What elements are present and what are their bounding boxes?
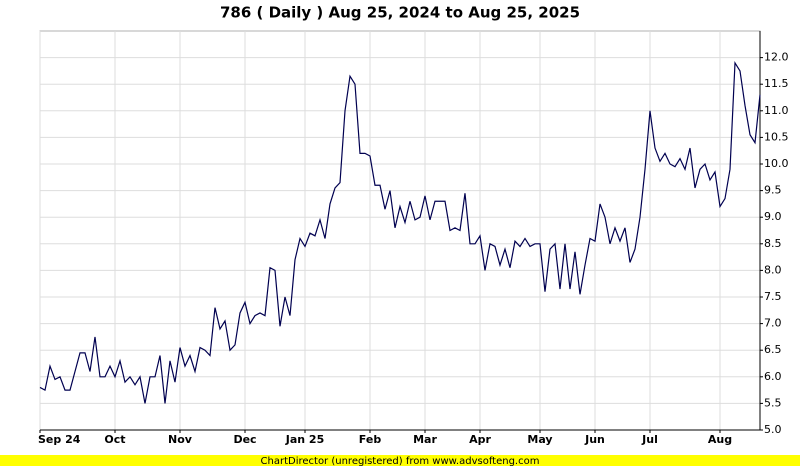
y-tick-label: 8.0 [764,263,782,276]
x-tick-label: May [527,433,552,446]
y-tick-label: 5.0 [764,423,782,436]
footer-bar [0,455,800,466]
x-tick-label: Nov [168,433,193,446]
y-tick-label: 8.5 [764,237,782,250]
y-tick-label: 11.0 [764,104,789,117]
y-tick-label: 7.0 [764,317,782,330]
y-tick-label: 6.5 [764,343,782,356]
x-tick-label: Aug [708,433,732,446]
x-tick-label: Jul [641,433,658,446]
chart-title: 786 ( Daily ) Aug 25, 2024 to Aug 25, 20… [220,4,580,22]
y-tick-label: 12.0 [764,51,789,64]
y-tick-label: 5.5 [764,396,782,409]
x-tick-label: Jun [584,433,605,446]
x-tick-label: Jan 25 [285,433,324,446]
y-tick-label: 11.5 [764,77,789,90]
y-tick-label: 7.5 [764,290,782,303]
y-tick-label: 9.0 [764,210,782,223]
x-tick-label: Apr [469,433,491,446]
x-tick-label: Mar [413,433,437,446]
plot-area [39,30,761,431]
y-tick-label: 6.0 [764,370,782,383]
x-tick-label: Feb [359,433,382,446]
x-tick-label: Sep 24 [38,433,81,446]
footer: ChartDirector (unregistered) from www.ad… [261,456,540,466]
x-tick-label: Dec [233,433,256,446]
y-tick-label: 10.0 [764,157,789,170]
price-line [39,60,761,404]
x-tick-label: Oct [104,433,125,446]
y-tick-label: 10.5 [764,130,789,143]
y-tick-label: 9.5 [764,184,782,197]
